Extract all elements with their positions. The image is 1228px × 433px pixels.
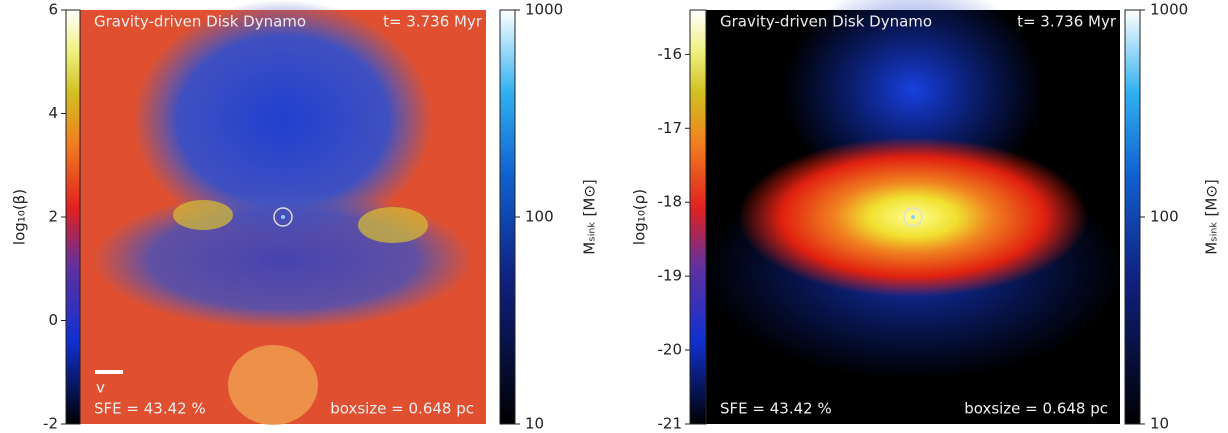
tick-label: 0 xyxy=(48,311,58,329)
sink-particle xyxy=(281,215,285,219)
sink-particle xyxy=(273,207,293,227)
tick-label: 10 xyxy=(525,415,544,430)
high-beta-region xyxy=(358,207,428,243)
velocity-key xyxy=(95,370,123,374)
tick-label: 100 xyxy=(1150,208,1179,226)
colorbar xyxy=(499,9,516,425)
sink-particle xyxy=(903,207,923,227)
colorbar xyxy=(1124,9,1141,425)
colorbar-label: log₁₀(ρ) xyxy=(631,189,649,245)
colorbar-label: log₁₀(β) xyxy=(11,189,29,245)
high-beta-region xyxy=(173,200,233,230)
sink-particle xyxy=(911,215,915,219)
colorbar-label: Mₛᵢₙₖ [M⊙] xyxy=(581,179,599,255)
tick-label: -19 xyxy=(658,267,683,285)
tick-label: 2 xyxy=(48,208,58,226)
tick-label: -18 xyxy=(658,193,683,211)
tick-label: -20 xyxy=(658,341,683,359)
sfe-label: SFE = 43.42 % xyxy=(720,400,832,418)
colorbar xyxy=(65,9,81,425)
tick-label: 10 xyxy=(1150,415,1169,430)
tick-label: 4 xyxy=(48,104,58,122)
high-beta-region xyxy=(228,345,318,425)
tick-label: 1000 xyxy=(1150,1,1188,19)
tick-label: 6 xyxy=(48,1,58,19)
panel-title: Gravity-driven Disk Dynamo xyxy=(94,13,306,31)
tick-label: -21 xyxy=(658,415,683,430)
colorbar-label: Mₛᵢₙₖ [M⊙] xyxy=(1203,179,1221,255)
tick-label: -16 xyxy=(658,45,683,63)
tick-label: 1000 xyxy=(525,1,563,19)
tick-label: -17 xyxy=(658,119,683,137)
low-beta-region xyxy=(133,0,433,240)
panel-title: Gravity-driven Disk Dynamo xyxy=(720,13,932,31)
velocity-key-label: v xyxy=(96,379,105,397)
tick-label: 100 xyxy=(525,208,554,226)
time-label: t= 3.736 Myr xyxy=(1017,13,1117,31)
time-label: t= 3.736 Myr xyxy=(383,13,483,31)
sfe-label: SFE = 43.42 % xyxy=(94,400,206,418)
low-beta-region xyxy=(93,190,473,330)
colorbar xyxy=(689,9,707,425)
boxsize-label: boxsize = 0.648 pc xyxy=(964,400,1108,418)
tick-label: -2 xyxy=(43,415,58,430)
boxsize-label: boxsize = 0.648 pc xyxy=(330,400,474,418)
